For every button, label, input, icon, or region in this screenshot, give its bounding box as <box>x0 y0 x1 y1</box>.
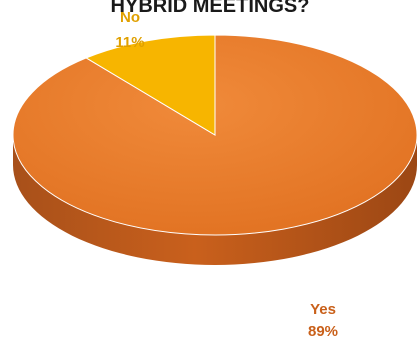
slice-percent-no: 11% <box>115 34 144 51</box>
chart-title: HYBRID MEETINGS? <box>111 0 310 17</box>
pie-rim <box>13 135 417 265</box>
slice-label-no: No <box>120 9 140 26</box>
slice-label-yes: Yes <box>310 301 336 318</box>
slice-percent-yes: 89% <box>308 323 338 339</box>
pie-group <box>12 34 418 265</box>
pie-slice-no <box>85 34 216 136</box>
